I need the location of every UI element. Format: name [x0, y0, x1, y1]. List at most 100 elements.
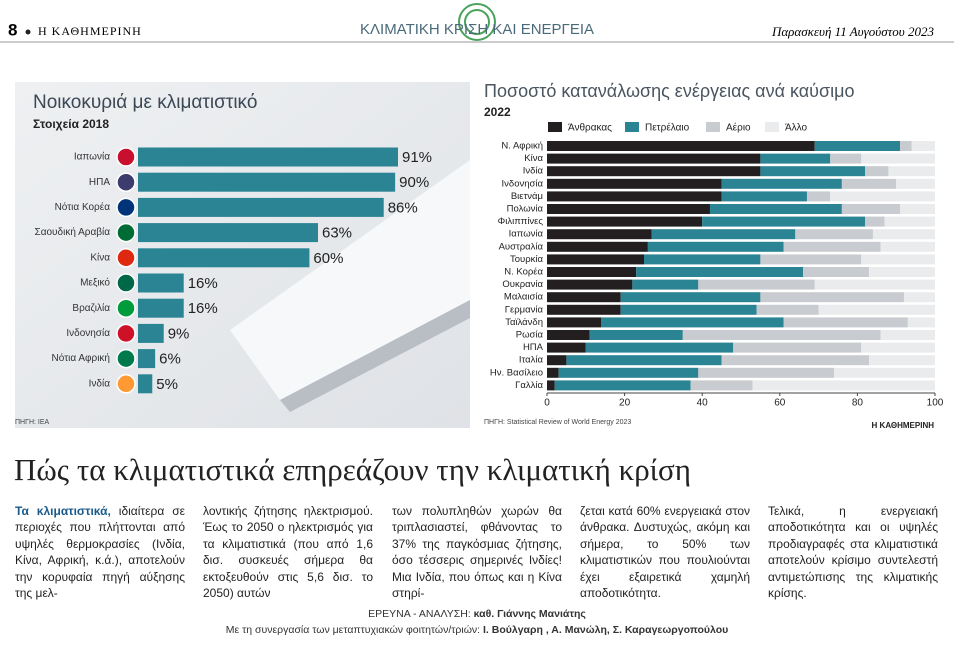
credit-line: Με τη συνεργασία των μεταπτυχιακών φοιτη… [0, 624, 954, 636]
ac-unit [230, 160, 470, 400]
logo [464, 9, 490, 35]
category-label: Μεξικό [80, 277, 110, 289]
bar-segment [721, 355, 870, 366]
bar-segment [547, 317, 602, 328]
bar-segment [869, 267, 935, 277]
category-label: Ουκρανία [502, 279, 543, 290]
bar-segment [721, 178, 842, 189]
bar-segment [547, 380, 555, 391]
section-title: ΚΛΙΜΑΤΙΚΗ ΚΡΙΣΗ ΚΑΙ ΕΝΕΡΓΕΙΑ [360, 21, 594, 38]
credit-logo: Η ΚΑΘΗΜΕΡΙΝΗ [872, 421, 935, 430]
chart-title: Ποσοστό κατανάλωσης ενέργειας ανά καύσιμ… [484, 81, 855, 101]
value-label: 5% [156, 376, 178, 393]
category-label: Ινδία [89, 377, 111, 389]
bar-segment [760, 292, 904, 303]
legend-swatch [548, 122, 562, 132]
credit-line: ΕΡΕΥΝΑ - ΑΝΑΛΥΣΗ: καθ. Γιάννης Μανιάτης [0, 608, 954, 620]
x-tick-label: 80 [852, 398, 864, 409]
bar-segment [814, 141, 901, 151]
bar-segment [682, 330, 881, 340]
bar-segment [547, 166, 761, 177]
bar-segment [558, 367, 699, 378]
bar-segment [547, 153, 761, 164]
bar-segment [841, 204, 901, 214]
credit-label: ΕΡΕΥΝΑ - ΑΝΑΛΥΣΗ: [368, 608, 474, 620]
bar-segment [547, 279, 633, 290]
bar-segment [709, 204, 842, 214]
bar-segment [896, 178, 935, 189]
legend-swatch [765, 122, 779, 132]
bar-segment [547, 304, 621, 315]
dot [25, 29, 31, 35]
x-tick-label: 20 [619, 398, 631, 409]
bar-segment [721, 191, 807, 202]
bar-segment [907, 317, 935, 328]
bar-segment [760, 254, 862, 265]
flag [116, 323, 136, 344]
bar-segment [547, 254, 644, 265]
category-label: Σαουδική Αραβία [35, 226, 111, 238]
bar [138, 298, 184, 318]
category-label: Ρωσία [516, 330, 544, 341]
bar-segment [636, 267, 804, 277]
bar [138, 374, 153, 394]
bar-segment [547, 216, 703, 227]
category-label: Ταϊλάνδη [505, 317, 543, 328]
page-number: 8 [8, 20, 17, 39]
credit-label: Με τη συνεργασία των μεταπτυχιακών φοιτη… [225, 624, 484, 636]
category-label: Ην. Βασίλειο [490, 367, 543, 378]
bar [138, 147, 398, 167]
credit-names: καθ. Γιάννης Μανιάτης [473, 608, 586, 620]
bar-segment [760, 153, 831, 164]
value-label: 86% [388, 199, 418, 216]
bar [138, 197, 384, 217]
category-label: Ν. Κορέα [504, 267, 543, 278]
bar-segment [702, 216, 866, 227]
bar-segment [620, 304, 757, 315]
value-label: 16% [188, 300, 218, 317]
bar [138, 172, 396, 192]
bar-segment [620, 292, 761, 303]
flag [116, 197, 136, 218]
bar-segment [900, 204, 935, 214]
bar-segment [803, 267, 870, 277]
bar-segment [830, 191, 935, 202]
flag [116, 147, 136, 167]
bar-segment [888, 166, 935, 177]
credit-names: Ι. Βούλγαρη , Α. Μανώλη, Σ. Καραγεωργοπο… [483, 624, 729, 636]
category-label: Φιλιππίνες [498, 216, 544, 227]
flag [116, 273, 136, 293]
category-label: Αυστραλία [499, 241, 544, 252]
bar-segment [760, 166, 866, 177]
category-label: Μαλαισία [504, 292, 544, 303]
bar-segment [547, 267, 637, 277]
bar-segment [861, 153, 935, 164]
value-label: 63% [322, 225, 352, 242]
category-label: Πολωνία [507, 204, 544, 215]
bar-segment [547, 241, 648, 252]
text: ιδιαίτερα σε περιοχές που πλήττονται από… [15, 504, 185, 601]
bar-segment [651, 229, 796, 240]
bar-segment [865, 216, 885, 227]
bar-segment [547, 330, 590, 340]
date: Παρασκευή 11 Αυγούστου 2023 [771, 24, 935, 39]
bar-segment [834, 367, 935, 378]
flag [116, 172, 136, 192]
article-column: Τα κλιματιστικά, ιδιαίτερα σε περιοχές π… [15, 503, 185, 601]
category-label: Νότια Αφρική [52, 352, 110, 364]
bar [138, 323, 164, 343]
bar-segment [647, 241, 784, 252]
x-tick-label: 60 [774, 398, 786, 409]
value-label: 90% [399, 174, 429, 191]
legend-label: Άλλο [785, 123, 808, 134]
chart-subtitle: 2022 [484, 105, 511, 119]
article-column: ζεται κατά 60% ενεργειακά στον άνθρακα. … [580, 504, 750, 601]
legend-label: Αέριο [726, 122, 751, 134]
bar-segment [795, 229, 873, 240]
lead: Τα κλιματιστικά, [15, 504, 111, 518]
bar-segment [872, 229, 935, 240]
ac-unit [280, 300, 470, 412]
category-label: Κίνα [524, 153, 543, 164]
